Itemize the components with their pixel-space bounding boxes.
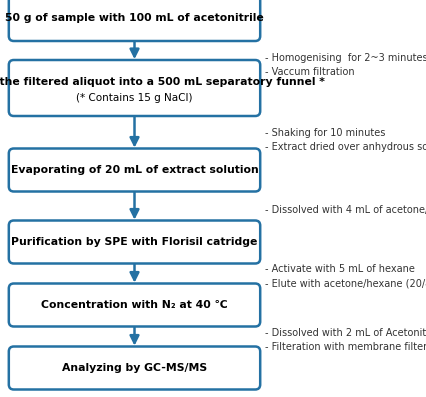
Text: (* Contains 15 g NaCl): (* Contains 15 g NaCl): [76, 93, 192, 103]
Text: Concentration with N₂ at 40 ℃: Concentration with N₂ at 40 ℃: [41, 300, 227, 310]
Text: - Shaking for 10 minutes
- Extract dried over anhydrous sodium sulfate: - Shaking for 10 minutes - Extract dried…: [264, 127, 426, 152]
FancyBboxPatch shape: [9, 0, 259, 41]
Text: Transfer the filtered aliquot into a 500 mL separatory funnel *: Transfer the filtered aliquot into a 500…: [0, 77, 324, 87]
Text: - Dissolved with 2 mL of Acetonitrile
- Filteration with membrane filter: - Dissolved with 2 mL of Acetonitrile - …: [264, 328, 426, 353]
Text: 50 g of sample with 100 mL of acetonitrile: 50 g of sample with 100 mL of acetonitri…: [5, 13, 263, 23]
Text: Purification by SPE with Florisil catridge: Purification by SPE with Florisil catrid…: [12, 237, 257, 247]
FancyBboxPatch shape: [9, 220, 259, 264]
Text: - Activate with 5 mL of hexane
- Elute with acetone/hexane (20/80) 5 mL: - Activate with 5 mL of hexane - Elute w…: [264, 264, 426, 288]
FancyBboxPatch shape: [9, 347, 259, 389]
FancyBboxPatch shape: [9, 60, 259, 116]
Text: - Homogenising  for 2~3 minutes
- Vaccum filtration: - Homogenising for 2~3 minutes - Vaccum …: [264, 52, 426, 77]
FancyBboxPatch shape: [9, 283, 259, 326]
Text: - Dissolved with 4 mL of acetone/hexane(20/80): - Dissolved with 4 mL of acetone/hexane(…: [264, 205, 426, 215]
FancyBboxPatch shape: [9, 148, 259, 191]
Text: Evaporating of 20 mL of extract solution: Evaporating of 20 mL of extract solution: [11, 165, 258, 175]
Text: Analyzing by GC-MS/MS: Analyzing by GC-MS/MS: [62, 363, 207, 373]
